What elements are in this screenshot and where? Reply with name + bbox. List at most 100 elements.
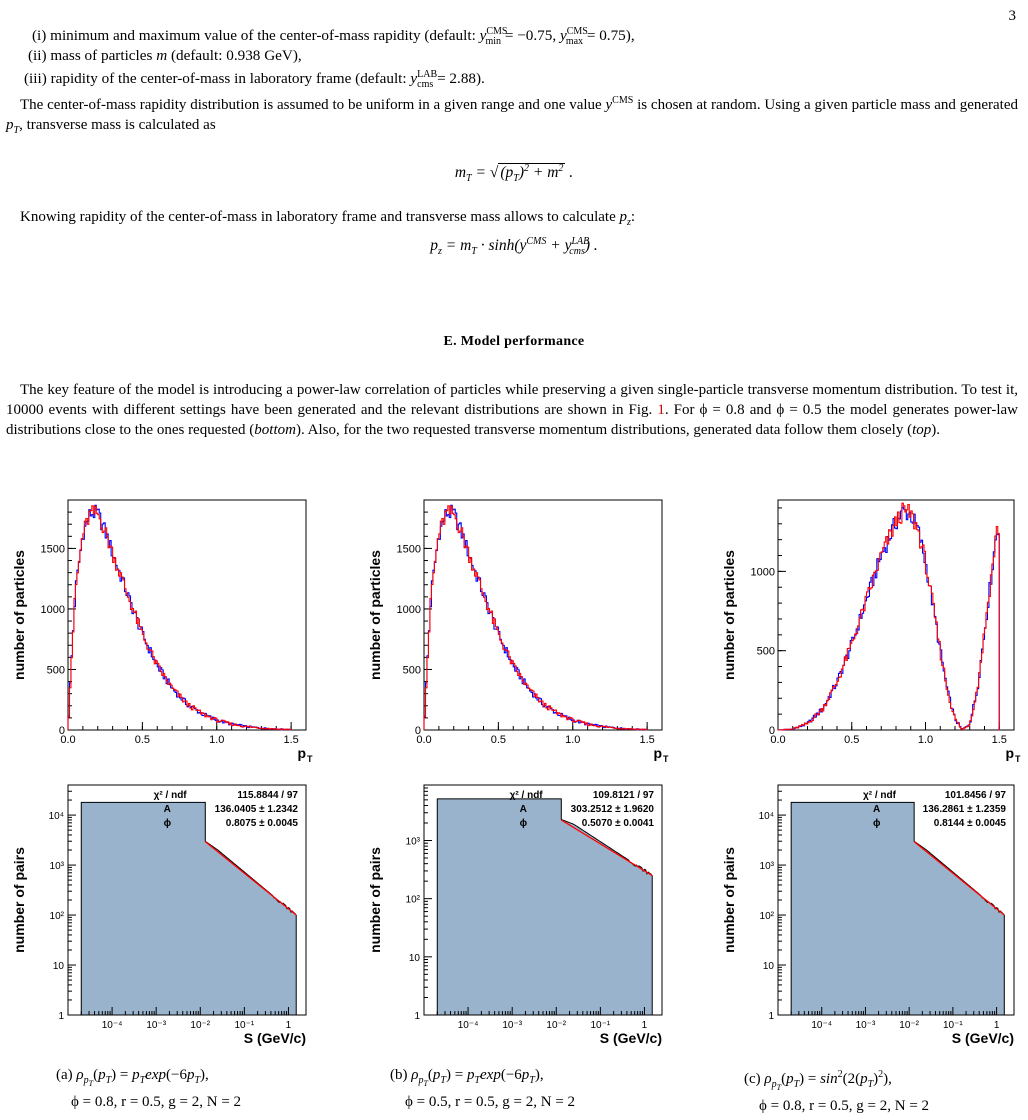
x-axis-title: S (GeV/c)	[600, 1030, 662, 1046]
chart-pairs-c: number of pairs 10⁻⁴ 10⁻³ 10⁻² 10⁻¹ 1 1 10 10² 10…	[721, 784, 1015, 1046]
fit-value-A: 303.2512 ± 1.9620	[571, 804, 655, 815]
y-tick-label: 10³	[760, 861, 775, 872]
y-axis-title: number of particles	[721, 550, 737, 680]
fit-value-chi2: 115.8844 / 97	[237, 790, 298, 801]
paragraph-3: The key feature of the model is introduc…	[6, 382, 1018, 438]
x-tick-label: 10⁻³	[856, 1020, 876, 1031]
x-tick-label: 10⁻³	[146, 1020, 166, 1031]
y-tick-label: 10⁴	[759, 811, 774, 822]
y-tick-label: 500	[47, 664, 65, 676]
fit-label-A: A	[164, 804, 171, 815]
y-tick-label: 1000	[751, 566, 775, 578]
y-tick-label: 1000	[41, 604, 65, 616]
y-tick-label: 0	[769, 725, 775, 737]
y-tick-label: 10²	[50, 911, 65, 922]
histogram-fill	[436, 798, 653, 1016]
x-tick-label: 1.0	[918, 734, 933, 746]
y-tick-label: 10	[763, 961, 775, 972]
x-tick-label: 0.5	[135, 734, 150, 746]
plot-frame	[67, 499, 307, 731]
x-tick-label: 10⁻²	[546, 1020, 566, 1031]
x-tick-label: 0.5	[844, 734, 859, 746]
list-item-ii: (ii) mass of particles m (default: 0.938…	[28, 47, 302, 64]
x-tick-label: 1	[994, 1020, 1000, 1031]
fit-value-phi: 0.8075 ± 0.0045	[226, 818, 299, 829]
fit-value-phi: 0.5070 ± 0.0041	[582, 818, 655, 829]
caption-a: (a) ρpT(pT) = pTexp(−6pT), ϕ = 0.8, r = …	[56, 1067, 242, 1110]
x-tick-label: 1	[642, 1020, 648, 1031]
x-tick-label: 0.0	[60, 734, 75, 746]
x-tick-label: 1	[286, 1020, 292, 1031]
x-tick-label: 0.5	[491, 734, 506, 746]
y-tick-label: 10²	[406, 895, 421, 906]
x-tick-label: 10⁻⁴	[458, 1020, 479, 1031]
series-red-line	[67, 505, 292, 731]
plot-frame	[423, 499, 663, 731]
fit-label-phi: ϕ	[520, 818, 528, 829]
y-tick-label: 1	[768, 1011, 774, 1022]
fit-line	[204, 841, 297, 916]
chart-pairs-a: number of pairs 10⁻⁴ 10⁻³ 10⁻² 10⁻¹ 1 1 10 10² 10…	[11, 784, 307, 1046]
chart-pt-b: number of particles 0.0 0.5 1.0 1.5 0 500 1000 1…	[367, 499, 669, 764]
x-axis-title: p	[1005, 745, 1014, 761]
x-tick-label: 10⁻¹	[234, 1020, 254, 1031]
list-item-i: (i) minimum and maximum value of the cen…	[32, 26, 635, 48]
x-tick-label: 1.5	[639, 734, 654, 746]
y-tick-label: 0	[415, 725, 421, 737]
fit-value-A: 136.0405 ± 1.2342	[215, 804, 299, 815]
x-tick-label: 10⁻¹	[590, 1020, 610, 1031]
fit-line	[560, 819, 653, 877]
list-item-iii: (iii) rapidity of the center-of-mass in …	[24, 69, 485, 91]
x-tick-label: 0.0	[416, 734, 431, 746]
y-axis-title: number of pairs	[367, 847, 383, 953]
series-red-line	[778, 502, 1000, 731]
plot-frame	[777, 499, 1015, 731]
histogram-fill	[80, 801, 297, 1016]
paragraph-1: The center-of-mass rapidity distribution…	[6, 95, 1018, 136]
fit-value-chi2: 109.8121 / 97	[593, 790, 655, 801]
y-tick-label: 1	[414, 1011, 420, 1022]
y-tick-label: 10³	[50, 861, 65, 872]
fit-line	[913, 841, 1005, 916]
y-axis-title: number of pairs	[11, 847, 27, 953]
fit-label-A: A	[520, 804, 527, 815]
fit-value-A: 136.2861 ± 1.2359	[923, 804, 1007, 815]
x-tick-label: 1.5	[283, 734, 298, 746]
histogram-fill	[790, 801, 1005, 1016]
x-tick-label: 10⁻²	[899, 1020, 919, 1031]
y-tick-label: 10²	[760, 911, 775, 922]
y-tick-label: 1500	[41, 543, 65, 555]
y-tick-label: 500	[757, 646, 775, 658]
y-tick-label: 1	[58, 1011, 64, 1022]
x-tick-label: 1.5	[992, 734, 1007, 746]
y-tick-label: 1500	[397, 543, 421, 555]
y-tick-label: 10	[409, 953, 421, 964]
y-axis-title: number of pairs	[721, 847, 737, 953]
y-tick-label: 10	[53, 961, 65, 972]
fit-label-phi: ϕ	[873, 818, 881, 829]
fit-value-phi: 0.8144 ± 0.0045	[934, 818, 1007, 829]
chart-pt-a: number of particles 0.0 0.5 1.0 1.5 0 500 1000 1…	[11, 499, 313, 764]
fit-value-chi2: 101.8456 / 97	[945, 790, 1007, 801]
chart-pt-c: number of particles 0.0 0.5 1.0 1.5 0 500 1000 p…	[721, 499, 1021, 764]
caption-c: (c) ρpT(pT) = sin2(2(pT)2), ϕ = 0.8, r =…	[744, 1069, 930, 1114]
x-tick-label: 1.0	[209, 734, 224, 746]
page-number: 3	[1008, 8, 1017, 24]
x-tick-label: 10⁻³	[502, 1020, 522, 1031]
x-tick-label: 10⁻¹	[943, 1020, 963, 1031]
x-tick-label: 1.0	[565, 734, 580, 746]
y-tick-label: 1000	[397, 604, 421, 616]
y-tick-label: 500	[403, 664, 421, 676]
section-heading: E. Model performance	[443, 334, 585, 349]
x-axis-title: p	[653, 745, 662, 761]
equation-1: mT = √ (pT)2 + m2 .	[454, 163, 574, 185]
chart-pairs-b: number of pairs 10⁻⁴ 10⁻³ 10⁻² 10⁻¹ 1 1 10 10² 10…	[367, 784, 663, 1046]
y-tick-label: 0	[59, 725, 65, 737]
equation-2: pz = mT · sinh(yCMS + yLABcms) .	[430, 236, 598, 258]
fit-label-chi2: χ² / ndf	[863, 790, 897, 801]
y-tick-label: 10⁴	[49, 811, 64, 822]
fit-label-A: A	[873, 804, 880, 815]
x-axis-title: S (GeV/c)	[952, 1030, 1014, 1046]
x-axis-title: S (GeV/c)	[244, 1030, 306, 1046]
x-axis-title: p	[297, 745, 306, 761]
